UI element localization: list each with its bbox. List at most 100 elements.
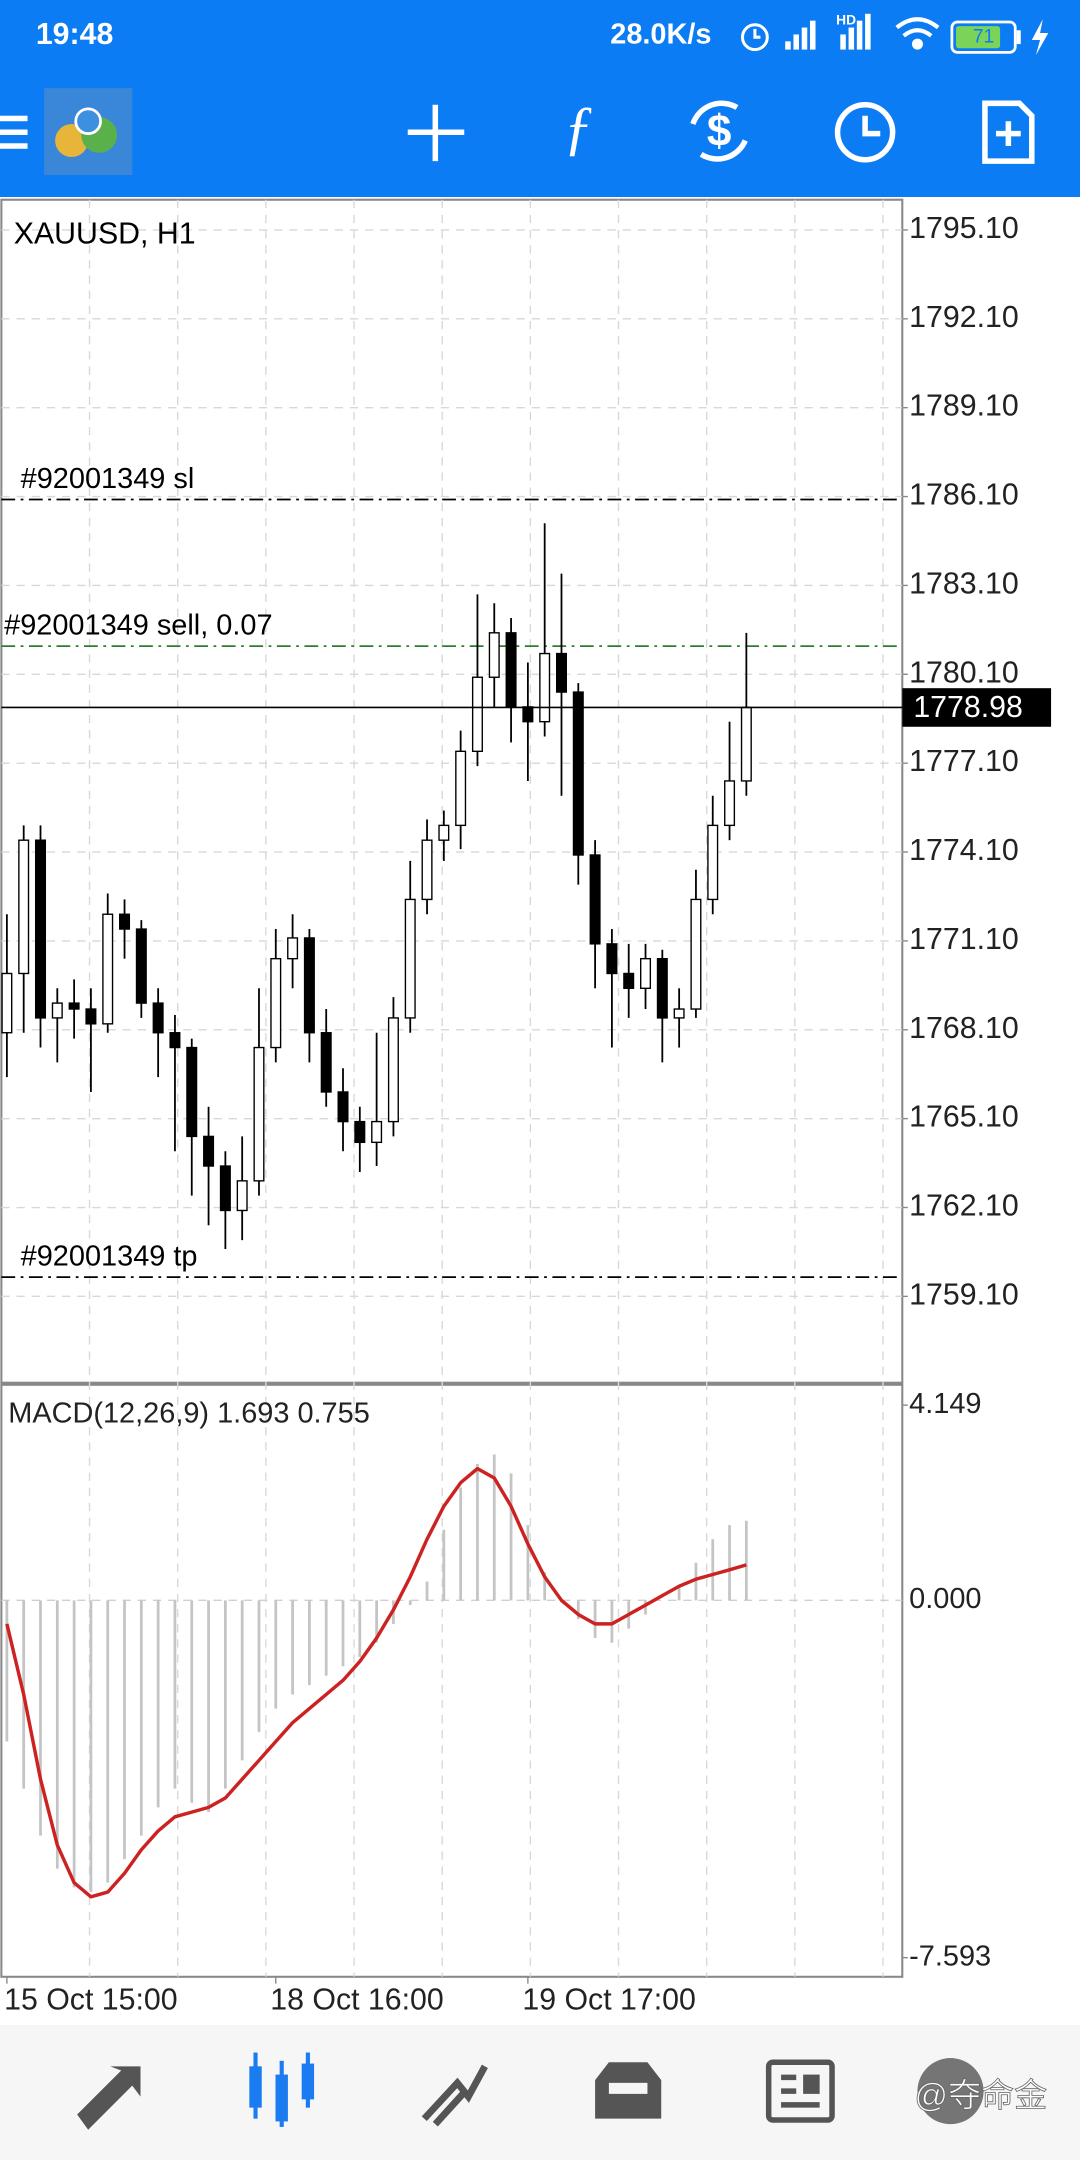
candle-body (236, 1180, 248, 1212)
candle-body (724, 780, 736, 827)
candle-body (270, 957, 282, 1049)
x-tick-label: 15 Oct 15:00 (4, 1984, 177, 2017)
watermark: @夺命金 (914, 2078, 1047, 2115)
trade-tab[interactable] (421, 2064, 488, 2127)
candle-body (740, 706, 752, 782)
y-tick-label: -7.593 (909, 1940, 991, 1972)
candle-body (186, 1046, 198, 1138)
hd-label: HD (836, 12, 856, 27)
bottom-nav (0, 2025, 1080, 2160)
order-label: #92001349 tp (21, 1240, 198, 1272)
candle-body (102, 913, 114, 1025)
candle-body (135, 928, 147, 1004)
candle-body (505, 632, 517, 708)
candle-body (539, 652, 551, 723)
y-tick-label: 1795.10 (909, 212, 1019, 245)
candle-body (589, 854, 601, 945)
chart-tab[interactable] (249, 2052, 315, 2127)
candle-body (219, 1165, 231, 1212)
period-button[interactable] (834, 101, 896, 163)
y-tick-label: 1771.10 (909, 923, 1019, 956)
candle-body (572, 691, 584, 856)
app-logo[interactable] (44, 88, 133, 175)
app-header (0, 0, 1080, 197)
pane-separator (1, 1381, 903, 1386)
candle-body (690, 898, 702, 1010)
quotes-tab[interactable] (77, 2066, 141, 2130)
candle-body (51, 1002, 63, 1019)
candle-body (303, 937, 315, 1034)
x-tick-label: 18 Oct 16:00 (270, 1984, 443, 2017)
menu-button[interactable] (0, 115, 28, 149)
svg-text:$: $ (707, 106, 732, 155)
candle-body (287, 937, 299, 960)
y-tick-label: 1774.10 (909, 834, 1019, 867)
order-label: #92001349 sl (21, 463, 195, 495)
candle-body (555, 652, 568, 693)
history-tab[interactable] (595, 2062, 662, 2119)
candle-body (455, 750, 467, 827)
candle-body (656, 957, 668, 1019)
y-tick-label: 1789.10 (909, 390, 1019, 423)
candle-body (488, 632, 500, 678)
y-tick-label: 1792.10 (909, 301, 1019, 334)
order-label: #92001349 sell, 0.07 (4, 610, 272, 642)
indicator-title: MACD(12,26,9) 1.693 0.755 (8, 1397, 370, 1429)
clock: 19:48 (36, 18, 114, 51)
y-tick-label: 4.149 (909, 1388, 981, 1420)
candle-body (623, 972, 635, 989)
candle-body (707, 824, 719, 901)
signal-icon (785, 13, 871, 50)
candle-body (438, 824, 450, 841)
y-tick-label: 1762.10 (909, 1190, 1019, 1223)
crosshair-button[interactable] (407, 104, 465, 162)
candle-body (640, 957, 652, 989)
candle-body (152, 1002, 164, 1034)
candle-body (169, 1032, 181, 1049)
news-tab[interactable] (765, 2059, 835, 2123)
candle-body (471, 676, 483, 753)
y-tick-label: 1765.10 (909, 1101, 1019, 1134)
candle-body (387, 1017, 399, 1123)
network-speed: 28.0K/s (610, 18, 711, 50)
candle-body (18, 839, 30, 975)
candle-body (404, 898, 416, 1019)
candle-body (354, 1120, 366, 1144)
y-tick-label: 0.000 (909, 1583, 981, 1615)
candle-body (68, 1002, 80, 1010)
candle-body (371, 1120, 383, 1144)
candle-body (337, 1091, 349, 1123)
trade-button[interactable]: $ (690, 100, 748, 162)
y-tick-label: 1777.10 (909, 745, 1019, 778)
candle-body (522, 706, 534, 723)
y-tick-label: 1786.10 (909, 479, 1019, 512)
x-tick-label: 19 Oct 17:00 (522, 1984, 695, 2017)
y-tick-label: 1780.10 (909, 656, 1019, 689)
candle-body (1, 972, 13, 1034)
candle-body (253, 1046, 265, 1182)
candle-body (606, 943, 618, 975)
candle-body (673, 1008, 685, 1019)
candle-body (85, 1008, 97, 1025)
chart-title: XAUUSD, H1 (14, 218, 196, 251)
y-tick-label: 1783.10 (909, 567, 1019, 600)
candle-body (421, 839, 433, 901)
y-tick-label: 1759.10 (909, 1278, 1019, 1311)
candle-body (119, 913, 131, 930)
candle-body (320, 1032, 332, 1093)
candle-body (203, 1135, 215, 1167)
signal-line (5, 1466, 747, 1899)
candle-body (34, 839, 47, 1019)
battery-icon: 71 (950, 19, 1049, 56)
last-price-label: 1778.98 (913, 691, 1023, 724)
new-order-button[interactable] (982, 100, 1035, 164)
watermark-icon (917, 2058, 984, 2125)
last-price-box (902, 688, 1052, 727)
indicators-button[interactable]: ƒ (563, 95, 593, 162)
y-tick-label: 1768.10 (909, 1012, 1019, 1045)
alarm-icon (740, 23, 769, 52)
battery-level: 71 (973, 26, 994, 47)
wifi-icon (895, 17, 940, 50)
